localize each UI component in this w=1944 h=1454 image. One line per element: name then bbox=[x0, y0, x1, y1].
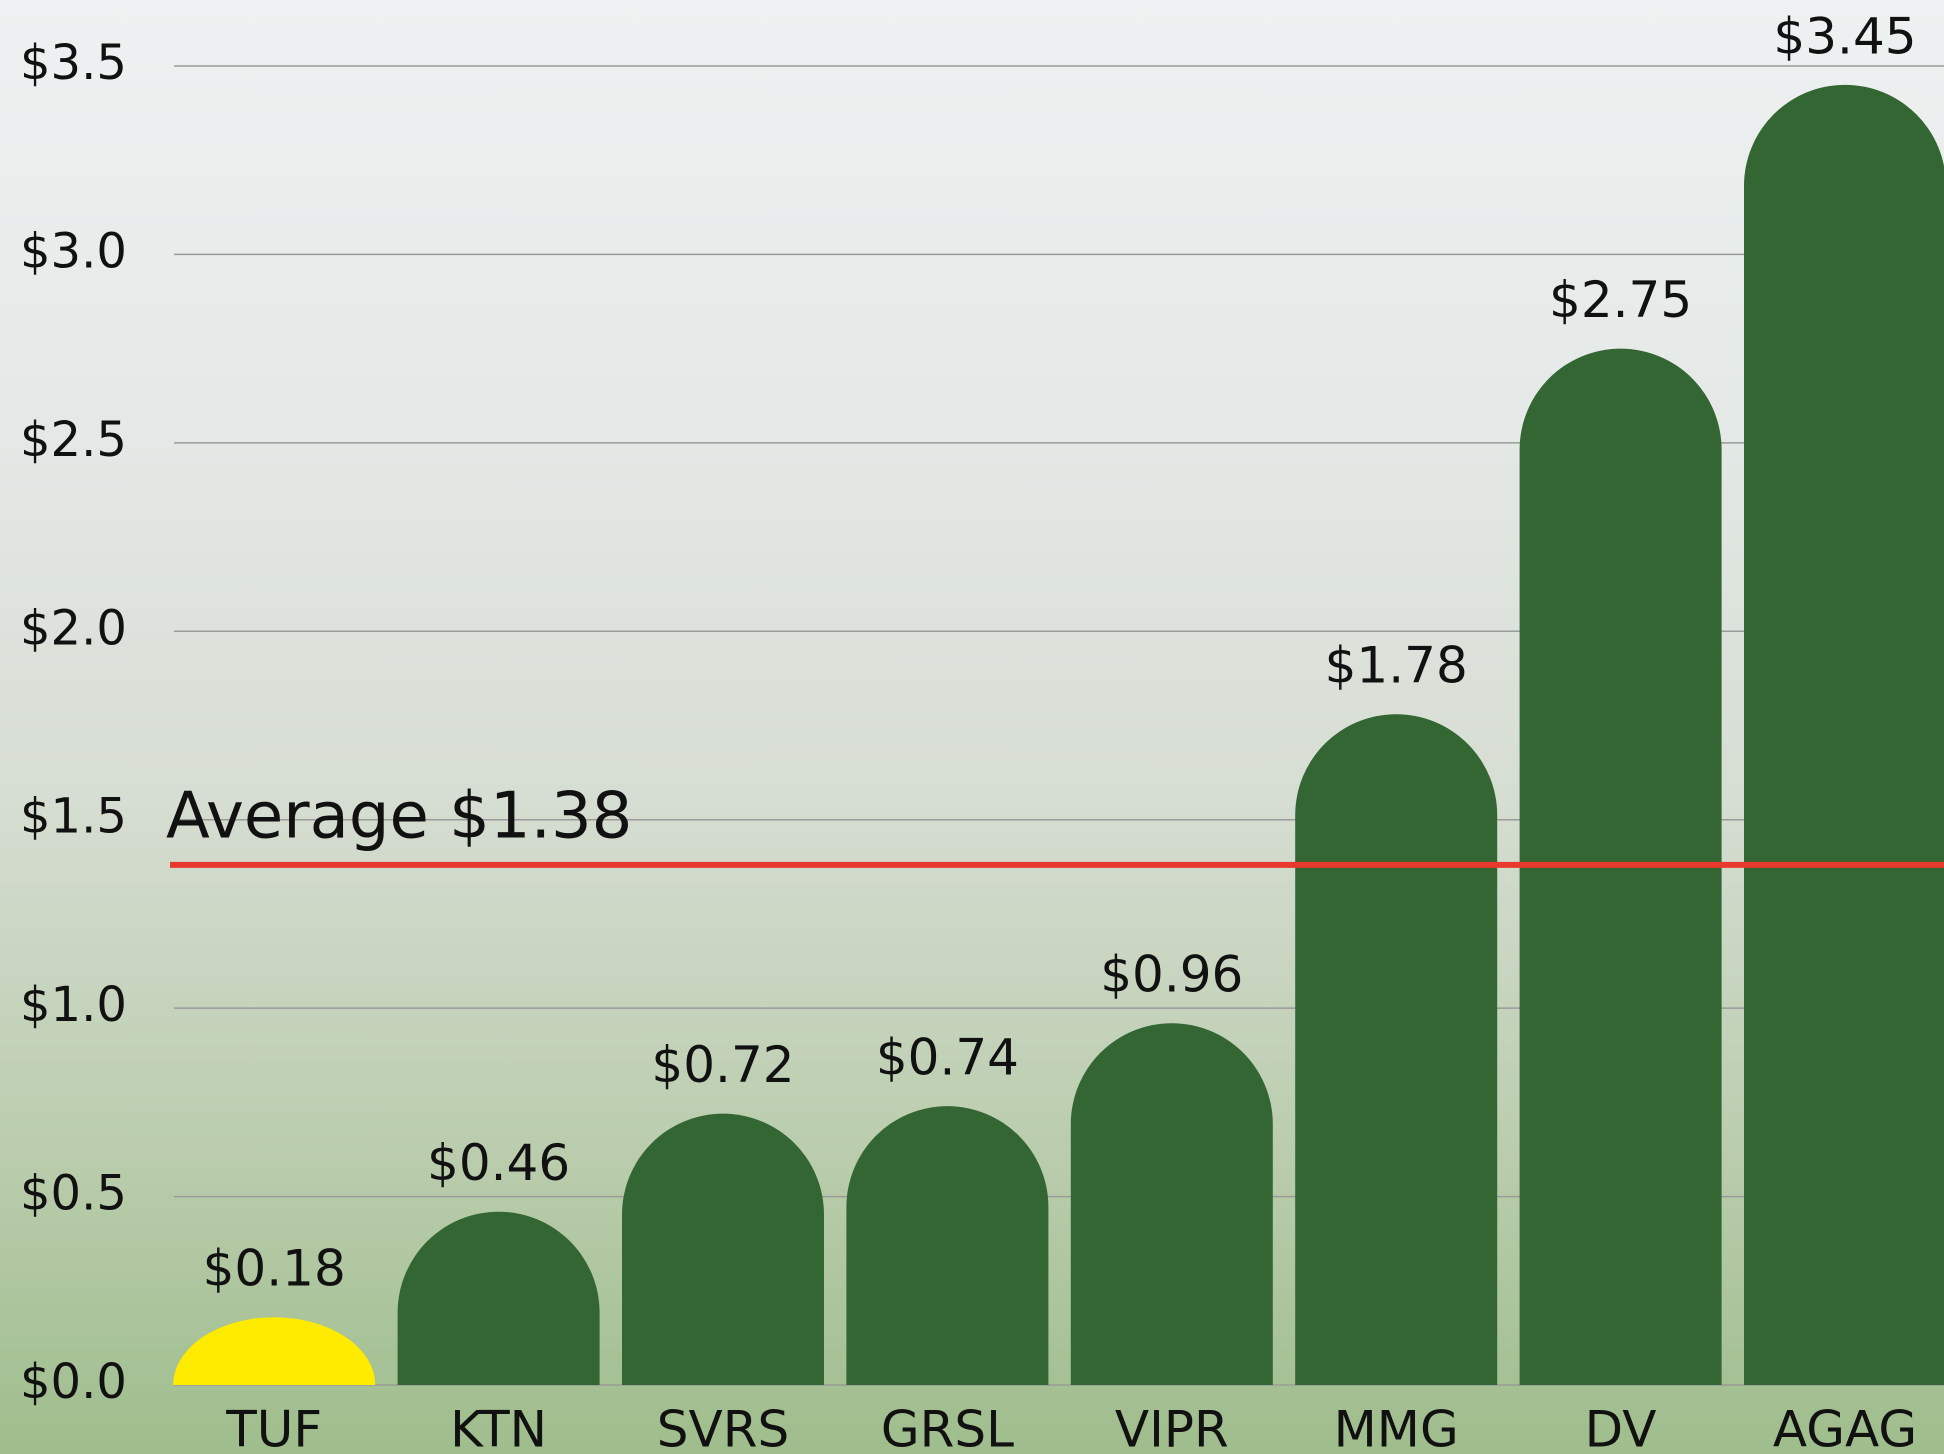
value-label: $0.18 bbox=[203, 1240, 346, 1298]
x-tick-label: MMG bbox=[1334, 1401, 1459, 1454]
value-label: $0.96 bbox=[1100, 946, 1243, 1004]
y-tick-label: $1.5 bbox=[20, 789, 127, 845]
x-tick-label: SVRS bbox=[657, 1401, 789, 1454]
value-label: $2.75 bbox=[1549, 271, 1692, 329]
bar bbox=[1295, 714, 1497, 1385]
average-label: Average $1.38 bbox=[166, 780, 632, 854]
y-tick-label: $1.0 bbox=[20, 977, 127, 1033]
value-label: $3.45 bbox=[1773, 7, 1916, 65]
y-tick-label: $0.5 bbox=[20, 1166, 127, 1222]
value-label: $0.72 bbox=[651, 1036, 794, 1094]
value-label: $1.78 bbox=[1325, 637, 1468, 695]
bar bbox=[398, 1212, 600, 1385]
bar bbox=[1071, 1023, 1273, 1385]
bar bbox=[846, 1106, 1048, 1385]
bar bbox=[622, 1114, 824, 1385]
bar bbox=[1744, 85, 1944, 1385]
x-tick-label: KTN bbox=[450, 1401, 547, 1454]
y-tick-label: $0.0 bbox=[20, 1354, 127, 1410]
bar bbox=[173, 1317, 375, 1385]
x-tick-label: AGAG bbox=[1773, 1401, 1917, 1454]
x-tick-label: VIPR bbox=[1115, 1401, 1229, 1454]
x-tick-label: GRSL bbox=[881, 1401, 1014, 1454]
value-label: $0.46 bbox=[427, 1134, 570, 1192]
chart: $0.0 $0.5 $1.0 $1.5 $2.0 $2.5 $3.0 $3.5 $0.18 TUF… bbox=[0, 0, 1944, 1454]
x-tick-label: DV bbox=[1585, 1401, 1657, 1454]
value-label: $0.74 bbox=[876, 1029, 1019, 1087]
y-tick-label: $3.0 bbox=[20, 223, 127, 279]
y-tick-label: $2.0 bbox=[20, 600, 127, 656]
y-tick-label: $2.5 bbox=[20, 412, 127, 468]
page: $0.0 $0.5 $1.0 $1.5 $2.0 $2.5 $3.0 $3.5 $0.18 TUF… bbox=[0, 0, 1944, 1454]
x-tick-label: TUF bbox=[225, 1401, 322, 1454]
y-tick-label: $3.5 bbox=[20, 35, 127, 91]
